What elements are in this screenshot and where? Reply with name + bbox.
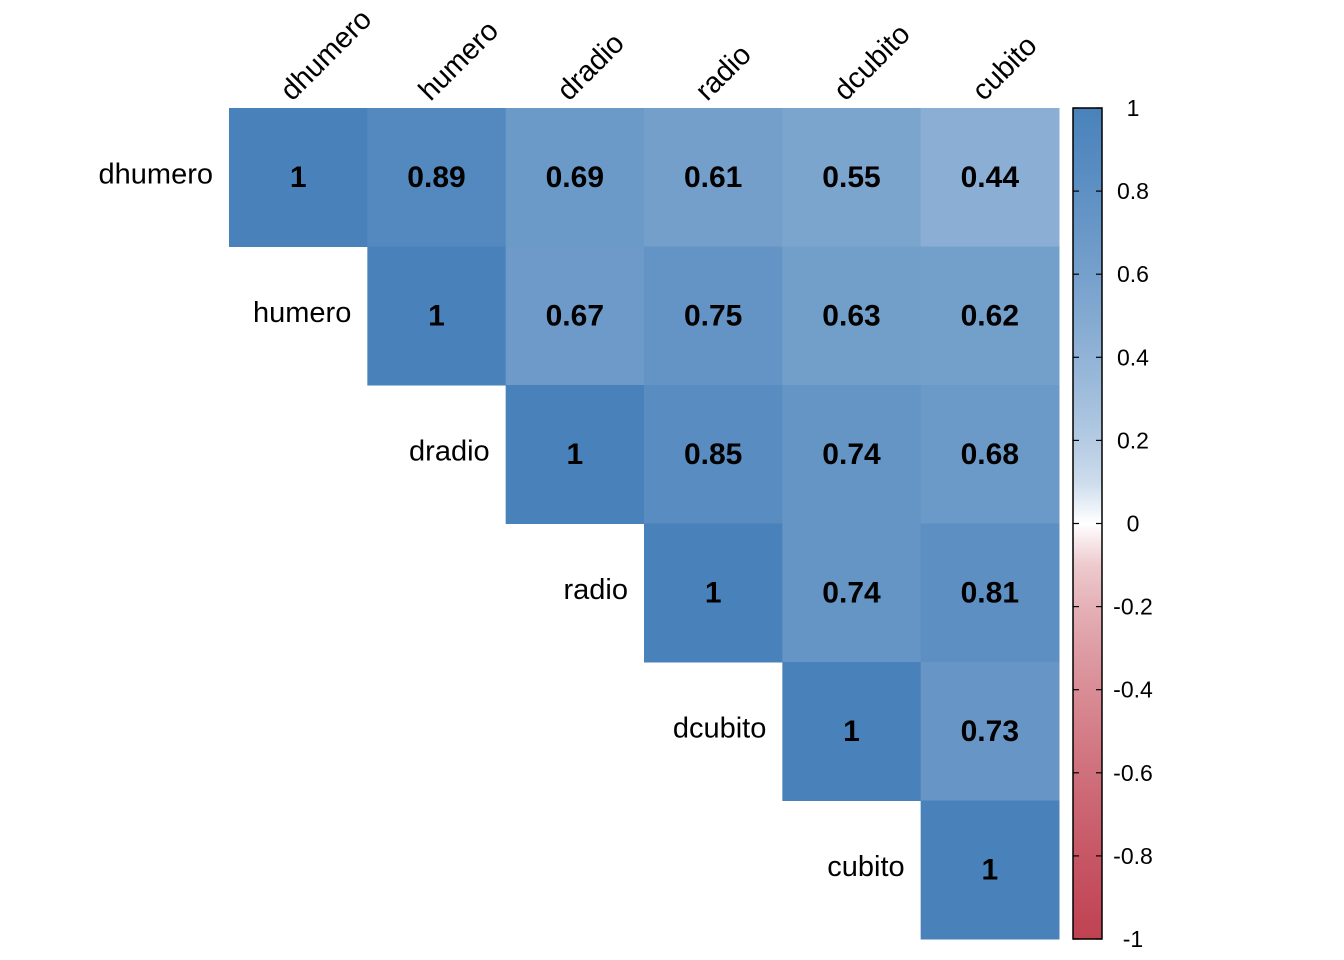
heatmap-cell [644,108,783,247]
heatmap-cell [920,523,1060,663]
row-label: cubito [827,851,904,883]
cell-value-labels: 1 0.89 0.69 0.61 0.55 0.44 1 0.67 0.75 0.63 0.62 1 0… [290,161,1020,887]
cell-value-label: 0.73 [961,715,1019,748]
cell-value-label: 0.81 [961,576,1019,609]
cell-value-label: 0.68 [961,438,1019,471]
cell-value-label: 0.44 [961,161,1020,194]
column-label: dhumero [274,3,378,107]
column-label: dcubito [828,18,917,107]
heatmap-cell [644,385,783,524]
heatmap-cell [644,523,783,663]
heatmap-cells [229,108,1060,940]
column-label: dradio [551,27,631,107]
cell-value-label: 0.67 [546,299,604,332]
colorbar: 1 0.8 0.6 0.4 0.2 0 -0.2 -0.4 -0.6 -0.8 -1 [1072,95,1153,952]
colorbar-tick-label: 1 [1127,95,1140,121]
colorbar-tick-label: 0 [1127,511,1140,537]
row-label: dhumero [99,158,213,190]
cell-value-label: 0.75 [684,299,742,332]
colorbar-tick-label: 0.2 [1117,427,1149,453]
heatmap-cell [229,108,368,247]
colorbar-tick-label: -1 [1123,926,1143,952]
column-label: humero [413,15,505,107]
heatmap-cell [505,108,645,247]
cell-value-label: 0.62 [961,299,1019,332]
cell-value-label: 1 [566,438,583,471]
colorbar-tick-label: -0.2 [1113,594,1153,620]
heatmap-cell [367,246,507,386]
colorbar-tick-label: 0.4 [1117,344,1149,370]
heatmap-cell [367,108,507,247]
cell-value-label: 1 [428,299,445,332]
heatmap-cell [782,523,922,663]
row-label: dcubito [673,712,767,744]
colorbar-tick-label: -0.8 [1113,843,1153,869]
cell-value-label: 1 [981,853,998,886]
row-label: radio [564,574,629,606]
heatmap-cell [920,662,1060,801]
heatmap-cell [644,246,783,386]
colorbar-tick-label: 0.6 [1117,261,1149,287]
heatmap-cell [920,108,1060,247]
column-label: cubito [966,30,1043,107]
heatmap-cell [920,246,1060,386]
cell-value-label: 0.89 [407,161,465,194]
cell-value-label: 0.63 [822,299,880,332]
row-label: dradio [409,435,490,467]
colorbar-tick-label: -0.6 [1113,760,1153,786]
heatmap-cell [782,662,922,801]
heatmap-cell [505,246,645,386]
colorbar-tick-label: 0.8 [1117,178,1149,204]
row-labels: dhumero humero dradio radio dcubito cubito [99,158,905,883]
cell-value-label: 1 [843,715,860,748]
colorbar-tick-label: -0.4 [1113,677,1153,703]
heatmap-cell [782,108,922,247]
column-label: radio [689,39,757,107]
cell-value-label: 1 [705,576,722,609]
heatmap-cell [920,385,1060,524]
cell-value-label: 0.55 [822,161,880,194]
cell-value-label: 0.74 [822,576,881,609]
cell-value-label: 0.74 [822,438,881,471]
heatmap-cell [782,385,922,524]
cell-value-label: 1 [290,161,307,194]
heatmap-cell [505,385,645,524]
heatmap-cell [782,246,922,386]
row-label: humero [253,297,351,329]
heatmap-cell [920,800,1060,940]
cell-value-label: 0.69 [546,161,604,194]
cell-value-label: 0.61 [684,161,742,194]
cell-value-label: 0.85 [684,438,742,471]
column-labels: dhumero humero dradio radio dcubito cubito [274,3,1043,107]
